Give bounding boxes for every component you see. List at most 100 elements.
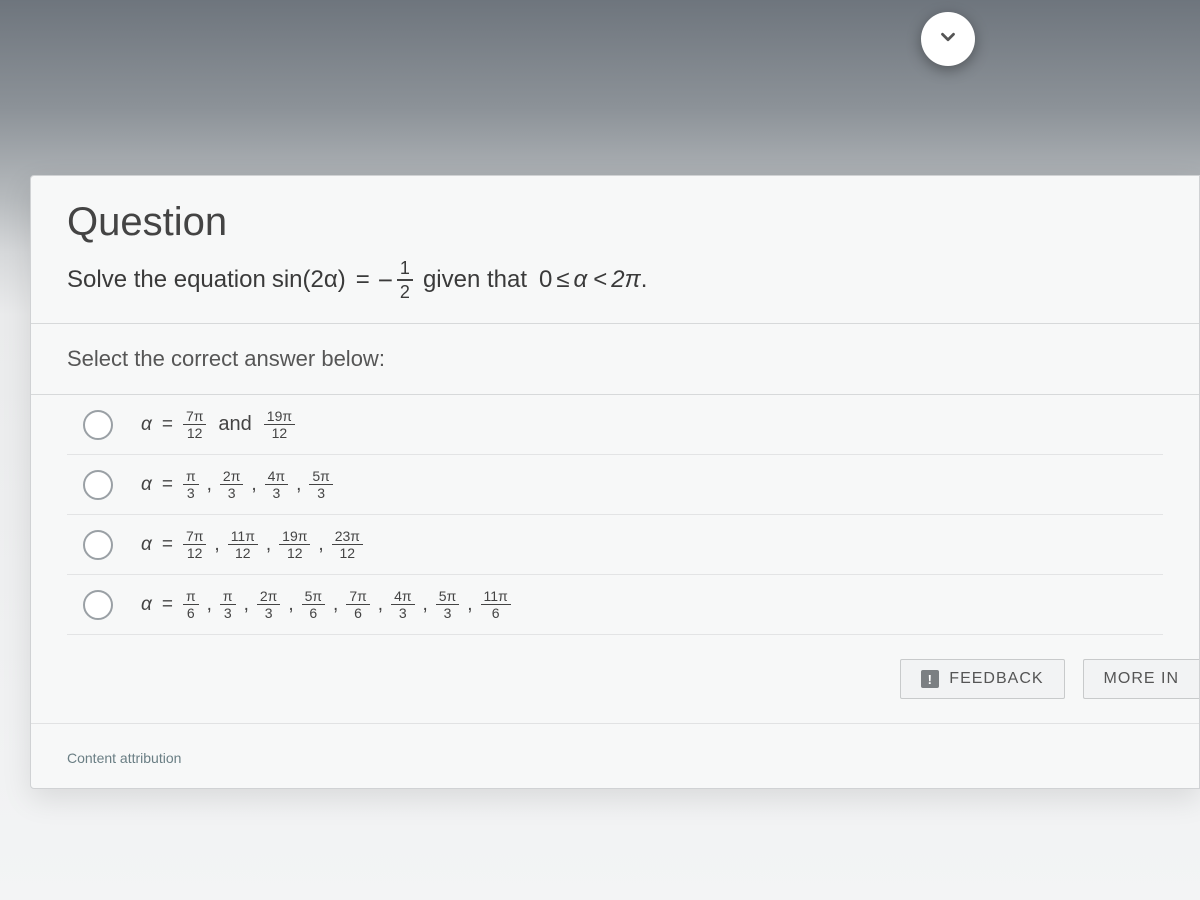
separator: ,	[288, 594, 293, 616]
question-heading: Question	[67, 200, 1163, 245]
separator: ,	[423, 594, 428, 616]
rhs-num: 1	[397, 259, 413, 281]
fraction: 19π12	[279, 529, 310, 560]
fraction-num: 11π	[228, 529, 258, 545]
fraction: 23π12	[332, 529, 363, 560]
separator: ,	[244, 594, 249, 616]
more-info-label: MORE IN	[1104, 670, 1179, 688]
fraction-den: 3	[269, 485, 283, 500]
select-label-section: Select the correct answer below:	[31, 324, 1199, 395]
equals-symbol: =	[162, 414, 173, 436]
fraction-num: 23π	[332, 529, 363, 545]
equals-sign: =	[356, 266, 370, 294]
fraction-den: 3	[262, 605, 276, 620]
separator: ,	[318, 534, 323, 556]
option-content: α=π6,π3,2π3,5π6,7π6,4π3,5π3,11π6	[141, 589, 513, 620]
radio-icon[interactable]	[83, 410, 113, 440]
options-list: α=7π12and19π12α=π3,2π3,4π3,5π3α=7π12,11π…	[31, 395, 1199, 635]
fraction-num: 5π	[309, 469, 332, 485]
fraction-num: 7π	[183, 529, 206, 545]
fraction-num: π	[220, 589, 236, 605]
fraction-num: 7π	[183, 409, 206, 425]
select-label: Select the correct answer below:	[67, 346, 1163, 372]
domain-expression: 0 ≤ α < 2π .	[533, 266, 647, 294]
feedback-label: FEEDBACK	[949, 670, 1043, 688]
fraction: 5π6	[302, 589, 325, 620]
separator: ,	[251, 474, 256, 496]
radio-icon[interactable]	[83, 530, 113, 560]
fraction-num: 19π	[279, 529, 310, 545]
fraction-den: 6	[184, 605, 198, 620]
fraction-den: 6	[351, 605, 365, 620]
fraction-num: 11π	[481, 589, 511, 605]
option-content: α=7π12and19π12	[141, 409, 297, 440]
fraction: 11π12	[228, 529, 258, 560]
fraction-den: 3	[184, 485, 198, 500]
fraction-num: 7π	[346, 589, 369, 605]
content-attribution[interactable]: Content attribution	[31, 723, 1199, 788]
equals-symbol: =	[162, 534, 173, 556]
fraction-den: 12	[269, 425, 291, 440]
minus-sign: −	[378, 265, 393, 296]
feedback-button[interactable]: ! FEEDBACK	[900, 659, 1064, 699]
fraction-den: 6	[489, 605, 503, 620]
fraction: 2π3	[220, 469, 243, 500]
separator: ,	[296, 474, 301, 496]
fraction: 5π3	[309, 469, 332, 500]
fraction-num: π	[183, 589, 199, 605]
period: .	[641, 266, 648, 294]
alpha-symbol: α	[141, 474, 152, 496]
zero: 0	[539, 266, 552, 294]
alpha-var: α	[574, 266, 588, 294]
radio-icon[interactable]	[83, 590, 113, 620]
separator: ,	[333, 594, 338, 616]
alpha-symbol: α	[141, 534, 152, 556]
question-card: Question Solve the equation sin(2α) = − …	[30, 175, 1200, 789]
fraction-num: 19π	[264, 409, 295, 425]
lt-sign: <	[593, 266, 607, 294]
answer-option-0[interactable]: α=7π12and19π12	[67, 395, 1163, 455]
fraction-num: 2π	[220, 469, 243, 485]
fraction: 7π12	[183, 409, 206, 440]
answer-option-2[interactable]: α=7π12,11π12,19π12,23π12	[67, 515, 1163, 575]
question-header-section: Question Solve the equation sin(2α) = − …	[31, 176, 1199, 324]
radio-icon[interactable]	[83, 470, 113, 500]
more-info-button[interactable]: MORE IN	[1083, 659, 1199, 699]
fraction-den: 3	[314, 485, 328, 500]
alert-icon: !	[921, 670, 939, 688]
two-pi: 2π	[611, 266, 640, 294]
fraction: π6	[183, 589, 199, 620]
fraction-den: 3	[221, 605, 235, 620]
separator: ,	[467, 594, 472, 616]
equation-left: sin(2α)	[272, 266, 346, 294]
leq-sign: ≤	[556, 266, 569, 294]
fraction: 7π12	[183, 529, 206, 560]
fraction: 7π6	[346, 589, 369, 620]
fraction-num: π	[183, 469, 199, 485]
fraction-den: 12	[337, 545, 359, 560]
question-prompt: Solve the equation sin(2α) = − 1 2 given…	[67, 259, 1163, 301]
option-content: α=π3,2π3,4π3,5π3	[141, 469, 335, 500]
equals-symbol: =	[162, 474, 173, 496]
fraction-num: 5π	[436, 589, 459, 605]
answer-option-1[interactable]: α=π3,2π3,4π3,5π3	[67, 455, 1163, 515]
answer-option-3[interactable]: α=π6,π3,2π3,5π6,7π6,4π3,5π3,11π6	[67, 575, 1163, 635]
fraction-den: 12	[184, 425, 206, 440]
fraction-den: 12	[232, 545, 254, 560]
fraction: 19π12	[264, 409, 295, 440]
collapse-fab[interactable]	[921, 12, 975, 66]
footer-buttons: ! FEEDBACK MORE IN	[31, 635, 1199, 723]
fraction-den: 3	[396, 605, 410, 620]
fraction-num: 4π	[391, 589, 414, 605]
separator: ,	[207, 594, 212, 616]
fraction: 4π3	[391, 589, 414, 620]
prompt-lead: Solve the equation	[67, 266, 266, 294]
and-word: and	[218, 413, 251, 436]
equals-symbol: =	[162, 594, 173, 616]
separator: ,	[378, 594, 383, 616]
separator: ,	[207, 474, 212, 496]
chevron-down-icon	[937, 26, 959, 53]
alpha-symbol: α	[141, 414, 152, 436]
fraction: π3	[183, 469, 199, 500]
fraction: 11π6	[481, 589, 511, 620]
